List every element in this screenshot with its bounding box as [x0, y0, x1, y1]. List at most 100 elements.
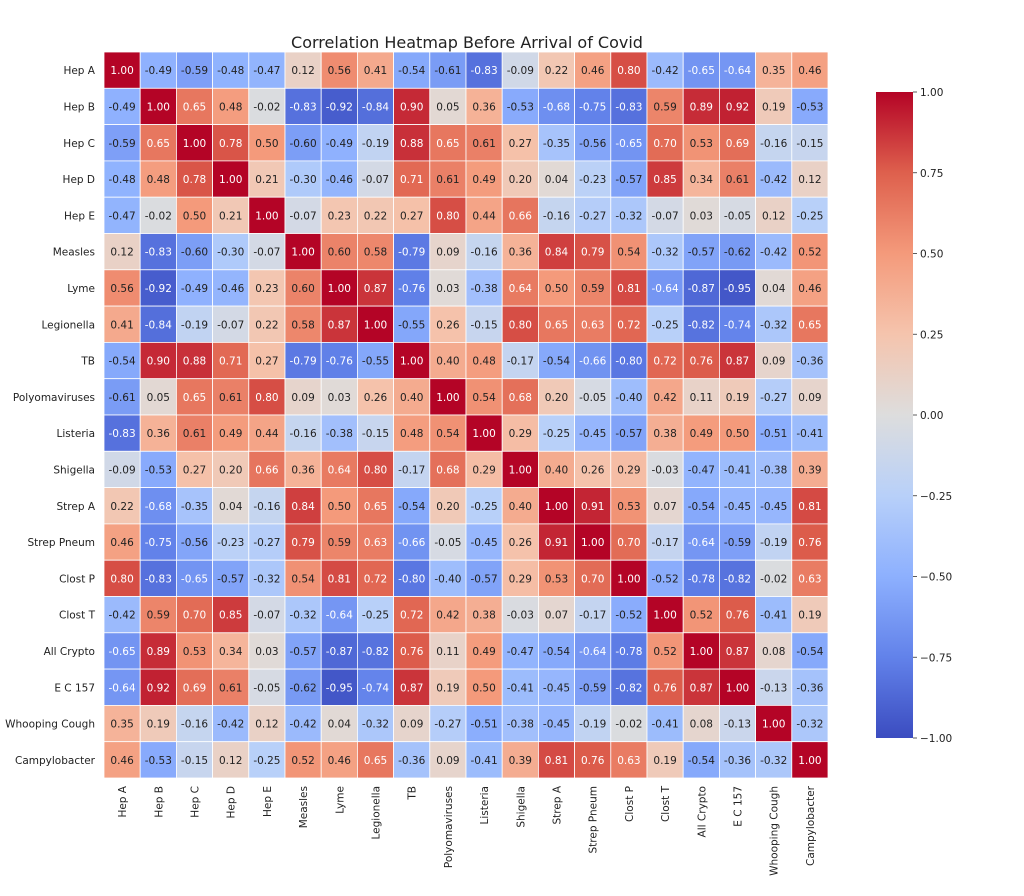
heatmap-cell: [465, 414, 503, 452]
cell-value-label: -0.41: [507, 682, 534, 694]
heatmap-cell: [248, 450, 286, 488]
cell-value-label: -0.16: [543, 210, 570, 222]
heatmap-cell: [175, 233, 213, 271]
heatmap-cell: [791, 632, 829, 670]
cell-value-label: 0.46: [581, 65, 605, 77]
cell-value-label: -0.75: [579, 101, 606, 113]
cell-value-label: -0.36: [398, 755, 425, 767]
cell-value-label: 0.70: [581, 573, 604, 585]
cell-value-label: 0.92: [726, 101, 749, 113]
cell-value-label: 0.03: [255, 646, 278, 658]
cell-value-label: -0.87: [326, 646, 353, 658]
cell-value-label: 0.81: [545, 755, 568, 767]
heatmap-cell: [791, 596, 829, 634]
cell-value-label: -0.03: [652, 464, 679, 476]
heatmap-cell: [284, 523, 322, 561]
heatmap-cell: [610, 305, 648, 343]
cell-value-label: 0.68: [509, 392, 532, 404]
cell-value-label: 0.92: [147, 682, 170, 694]
heatmap-cell: [212, 233, 250, 271]
cell-value-label: -0.65: [181, 573, 208, 585]
heatmap-cell: [791, 233, 829, 271]
cell-value-label: -0.16: [760, 138, 787, 150]
cell-value-label: -0.02: [253, 101, 280, 113]
cell-value-label: -0.16: [253, 501, 280, 513]
heatmap-cell: [755, 196, 793, 234]
cell-value-label: -0.92: [326, 101, 353, 113]
cell-value-label: 0.48: [472, 356, 495, 368]
heatmap-cell: [320, 196, 358, 234]
cell-value-label: 0.88: [183, 356, 206, 368]
cell-value-label: -0.56: [579, 138, 606, 150]
cell-value-label: 0.61: [726, 174, 749, 186]
cell-value-label: 0.71: [219, 356, 242, 368]
heatmap-cell: [791, 414, 829, 452]
cell-value-label: -0.17: [398, 464, 425, 476]
heatmap-cell: [755, 160, 793, 198]
y-tick-label: All Crypto: [44, 646, 95, 658]
heatmap-cell: [646, 632, 684, 670]
heatmap-cell: [284, 160, 322, 198]
cell-value-label: 1.00: [291, 247, 314, 259]
x-tick-label: Lyme: [334, 786, 346, 814]
heatmap-cell: [791, 51, 829, 89]
cell-value-label: -0.19: [579, 719, 606, 731]
heatmap-cell: [755, 341, 793, 380]
cell-value-label: -0.59: [109, 138, 136, 150]
heatmap-cell: [791, 668, 829, 706]
heatmap-cell: [791, 305, 829, 343]
cell-value-label: -0.32: [796, 719, 823, 731]
cell-value-label: 0.49: [472, 174, 495, 186]
colorbar-tick-label: −1.00: [920, 733, 952, 745]
heatmap-cell: [320, 269, 358, 307]
cell-value-label: 0.26: [364, 392, 388, 404]
x-tick-label: Listeria: [479, 786, 491, 824]
cell-value-label: 1.00: [726, 682, 749, 694]
heatmap-cell: [103, 668, 141, 706]
cell-value-label: -0.27: [253, 537, 280, 549]
heatmap-cell: [791, 559, 829, 597]
heatmap-cell: [791, 196, 829, 234]
heatmap-cell: [574, 124, 612, 162]
cell-value-label: 0.09: [436, 755, 459, 767]
cell-value-label: 0.53: [545, 573, 568, 585]
y-tick-label: Polyomaviruses: [13, 392, 95, 404]
cell-value-label: 0.65: [798, 319, 821, 331]
heatmap-cell: [610, 632, 648, 670]
cell-value-label: 0.91: [581, 501, 604, 513]
cell-value-label: 0.26: [509, 537, 533, 549]
cell-value-label: 0.88: [400, 138, 423, 150]
heatmap-cell: [356, 596, 394, 634]
heatmap-cell: [248, 523, 286, 561]
cell-value-label: -0.54: [543, 356, 570, 368]
heatmap-cell: [175, 705, 213, 743]
heatmap-cell: [682, 559, 720, 597]
cell-value-label: 0.54: [472, 392, 496, 404]
cell-value-label: -0.19: [181, 319, 208, 331]
colorbar-tick-label: 0.50: [920, 249, 943, 261]
y-tick-label: Clost T: [59, 610, 96, 622]
cell-value-label: 0.81: [798, 501, 821, 513]
heatmap-cell: [103, 523, 141, 561]
heatmap-cell: [139, 559, 177, 597]
heatmap-cell: [791, 741, 829, 779]
heatmap-cell: [501, 233, 539, 271]
heatmap-cell: [755, 378, 793, 416]
cell-value-label: 0.59: [328, 537, 351, 549]
heatmap-cell: [646, 596, 684, 634]
cell-value-label: -0.36: [796, 682, 823, 694]
cell-value-label: -0.54: [398, 501, 425, 513]
cell-value-label: 0.69: [183, 682, 206, 694]
heatmap-cell: [248, 668, 286, 706]
cell-value-label: -0.09: [109, 464, 136, 476]
cell-value-label: -0.79: [398, 247, 425, 259]
heatmap-cell: [429, 596, 467, 634]
heatmap-cell: [393, 741, 431, 779]
heatmap-cell: [393, 196, 431, 234]
x-axis-tick-labels: Hep A Hep B Hep C Hep D Hep E Measles Lyme Legi…: [117, 785, 817, 876]
heatmap-cell: [682, 87, 720, 126]
heatmap-cell: [501, 487, 539, 525]
heatmap-cell: [103, 741, 141, 779]
heatmap-cell: [139, 124, 177, 162]
cell-value-label: -0.59: [181, 65, 208, 77]
